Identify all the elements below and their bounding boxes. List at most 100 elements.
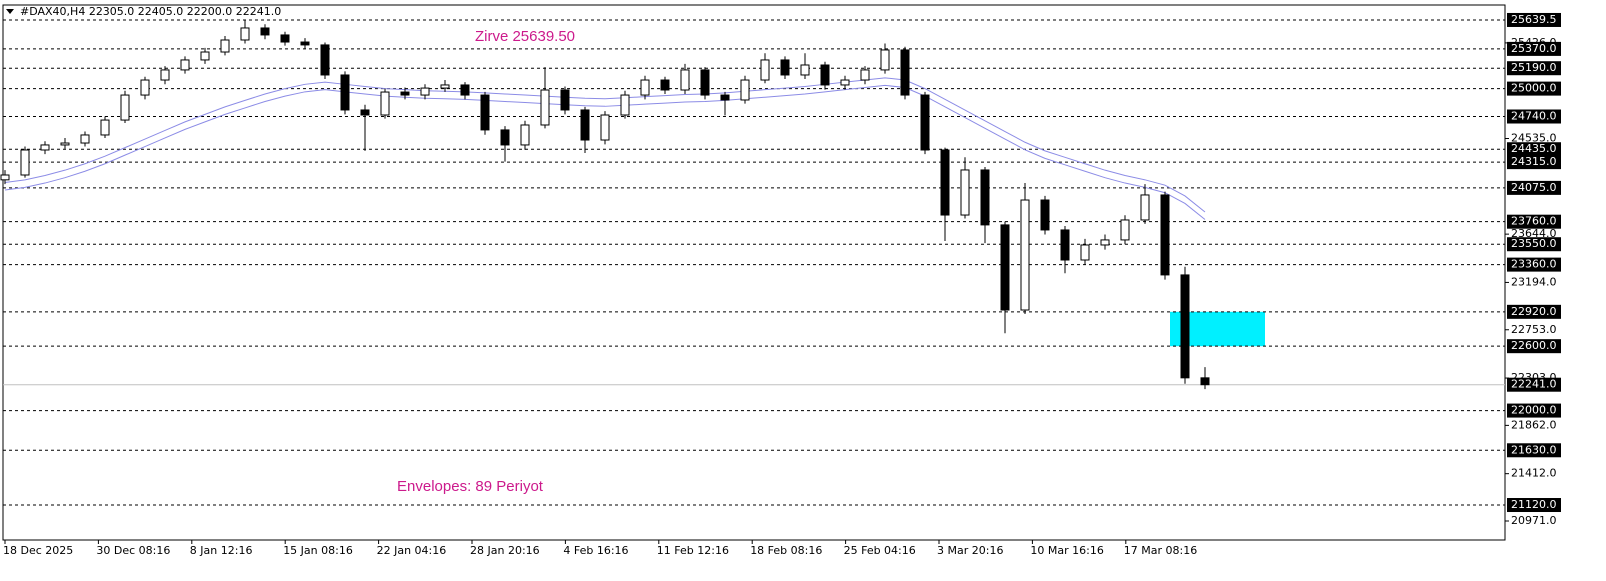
candle-body [840,79,850,86]
x-tick-label: 4 Feb 16:16 [563,544,628,557]
x-tick-label: 18 Feb 08:16 [750,544,822,557]
x-tick-label: 10 Mar 16:16 [1030,544,1103,557]
level-label: 23360.0 [1511,258,1557,271]
level-label: 23760.0 [1511,215,1557,228]
candle-body [700,69,710,96]
level-label-box [1507,339,1561,354]
x-tick-label: 30 Dec 08:16 [96,544,170,557]
level-label: 24740.0 [1511,110,1557,123]
annotation: Envelopes: 89 Periyot [397,478,544,495]
x-tick-label: 8 Jan 12:16 [190,544,253,557]
candle-body [540,89,550,126]
candle-body [60,142,70,146]
y-tick-label: 22753.0 [1511,323,1557,336]
candle-body [580,109,590,141]
candle-body [280,34,290,43]
candle-body [660,79,670,91]
x-tick-label: 11 Feb 12:16 [657,544,729,557]
candle-body [340,74,350,111]
level-label: 22241.0 [1511,378,1557,391]
level-label-box [1507,257,1561,272]
level-label: 24315.0 [1511,155,1557,168]
candle-body [220,39,230,53]
candle-body [20,149,30,176]
plot-frame [2,4,1506,541]
candle-body [920,94,930,151]
candle-body [500,129,510,146]
candle-body [200,51,210,61]
candle-body [1040,199,1050,231]
candle-body [120,94,130,121]
candle-body [40,144,50,151]
annotation: Zirve 25639.50 [475,28,575,45]
candle-body [780,59,790,76]
level-label: 21630.0 [1511,443,1557,456]
candle-body [0,174,10,181]
level-label-box [1507,237,1561,252]
x-tick-label: 18 Dec 2025 [3,544,73,557]
candle-body [1200,377,1210,386]
candle-body [1140,194,1150,221]
level-label: 21120.0 [1511,498,1557,511]
candle-body [820,64,830,86]
candle-body [1020,199,1030,311]
candle-body [380,91,390,116]
candle-body [980,169,990,226]
chart-header: #DAX40,H4 22305.0 22405.0 22200.0 22241.… [20,5,281,18]
candle-body [740,79,750,101]
candle-body [240,27,250,41]
level-label: 24435.0 [1511,142,1557,155]
level-label: 24075.0 [1511,181,1557,194]
level-label: 22920.0 [1511,305,1557,318]
candle-body [680,69,690,91]
level-label-box [1507,61,1561,76]
candle-body [100,119,110,136]
candle-body [480,94,490,131]
level-label-box [1507,377,1561,392]
candle-body [80,134,90,144]
level-label-box [1507,41,1561,56]
candle-body [180,59,190,71]
level-label-box [1507,443,1561,458]
level-label: 25000.0 [1511,82,1557,95]
candle-body [880,49,890,71]
y-tick-label: 24535.0 [1511,132,1557,145]
candle-body [140,79,150,96]
level-label-box [1507,180,1561,195]
level-label-box [1507,403,1561,418]
candle-body [940,149,950,216]
y-tick-label: 21862.0 [1511,418,1557,431]
x-tick-label: 15 Jan 08:16 [283,544,353,557]
y-tick-label: 21412.0 [1511,467,1557,480]
candle-body [420,87,430,96]
level-label-box [1507,304,1561,319]
envelope-line [4,84,1206,220]
level-label-box [1507,12,1561,27]
y-tick-label: 23644.0 [1511,227,1557,240]
level-label: 23550.0 [1511,237,1557,250]
level-label-box [1507,109,1561,124]
y-tick-label: 23194.0 [1511,275,1557,288]
x-tick-label: 25 Feb 04:16 [844,544,916,557]
candle-body [1000,224,1010,311]
candle-body [460,84,470,96]
candle-body [360,109,370,116]
candle-body [1100,239,1110,246]
candle-body [800,64,810,76]
candle-body [1120,219,1130,241]
candle-body [300,41,310,46]
candle-body [720,94,730,101]
candle-body [1080,244,1090,261]
candle-body [260,27,270,36]
candle-body [1060,229,1070,261]
candle-body [160,69,170,81]
y-tick-label: 20971.0 [1511,514,1557,527]
envelope-line [4,77,1206,213]
menu-arrow[interactable] [6,9,14,14]
candle-body [400,91,410,96]
candle-body [900,49,910,96]
candle-body [1180,274,1190,379]
candle-body [1160,194,1170,276]
candle-body [960,169,970,216]
